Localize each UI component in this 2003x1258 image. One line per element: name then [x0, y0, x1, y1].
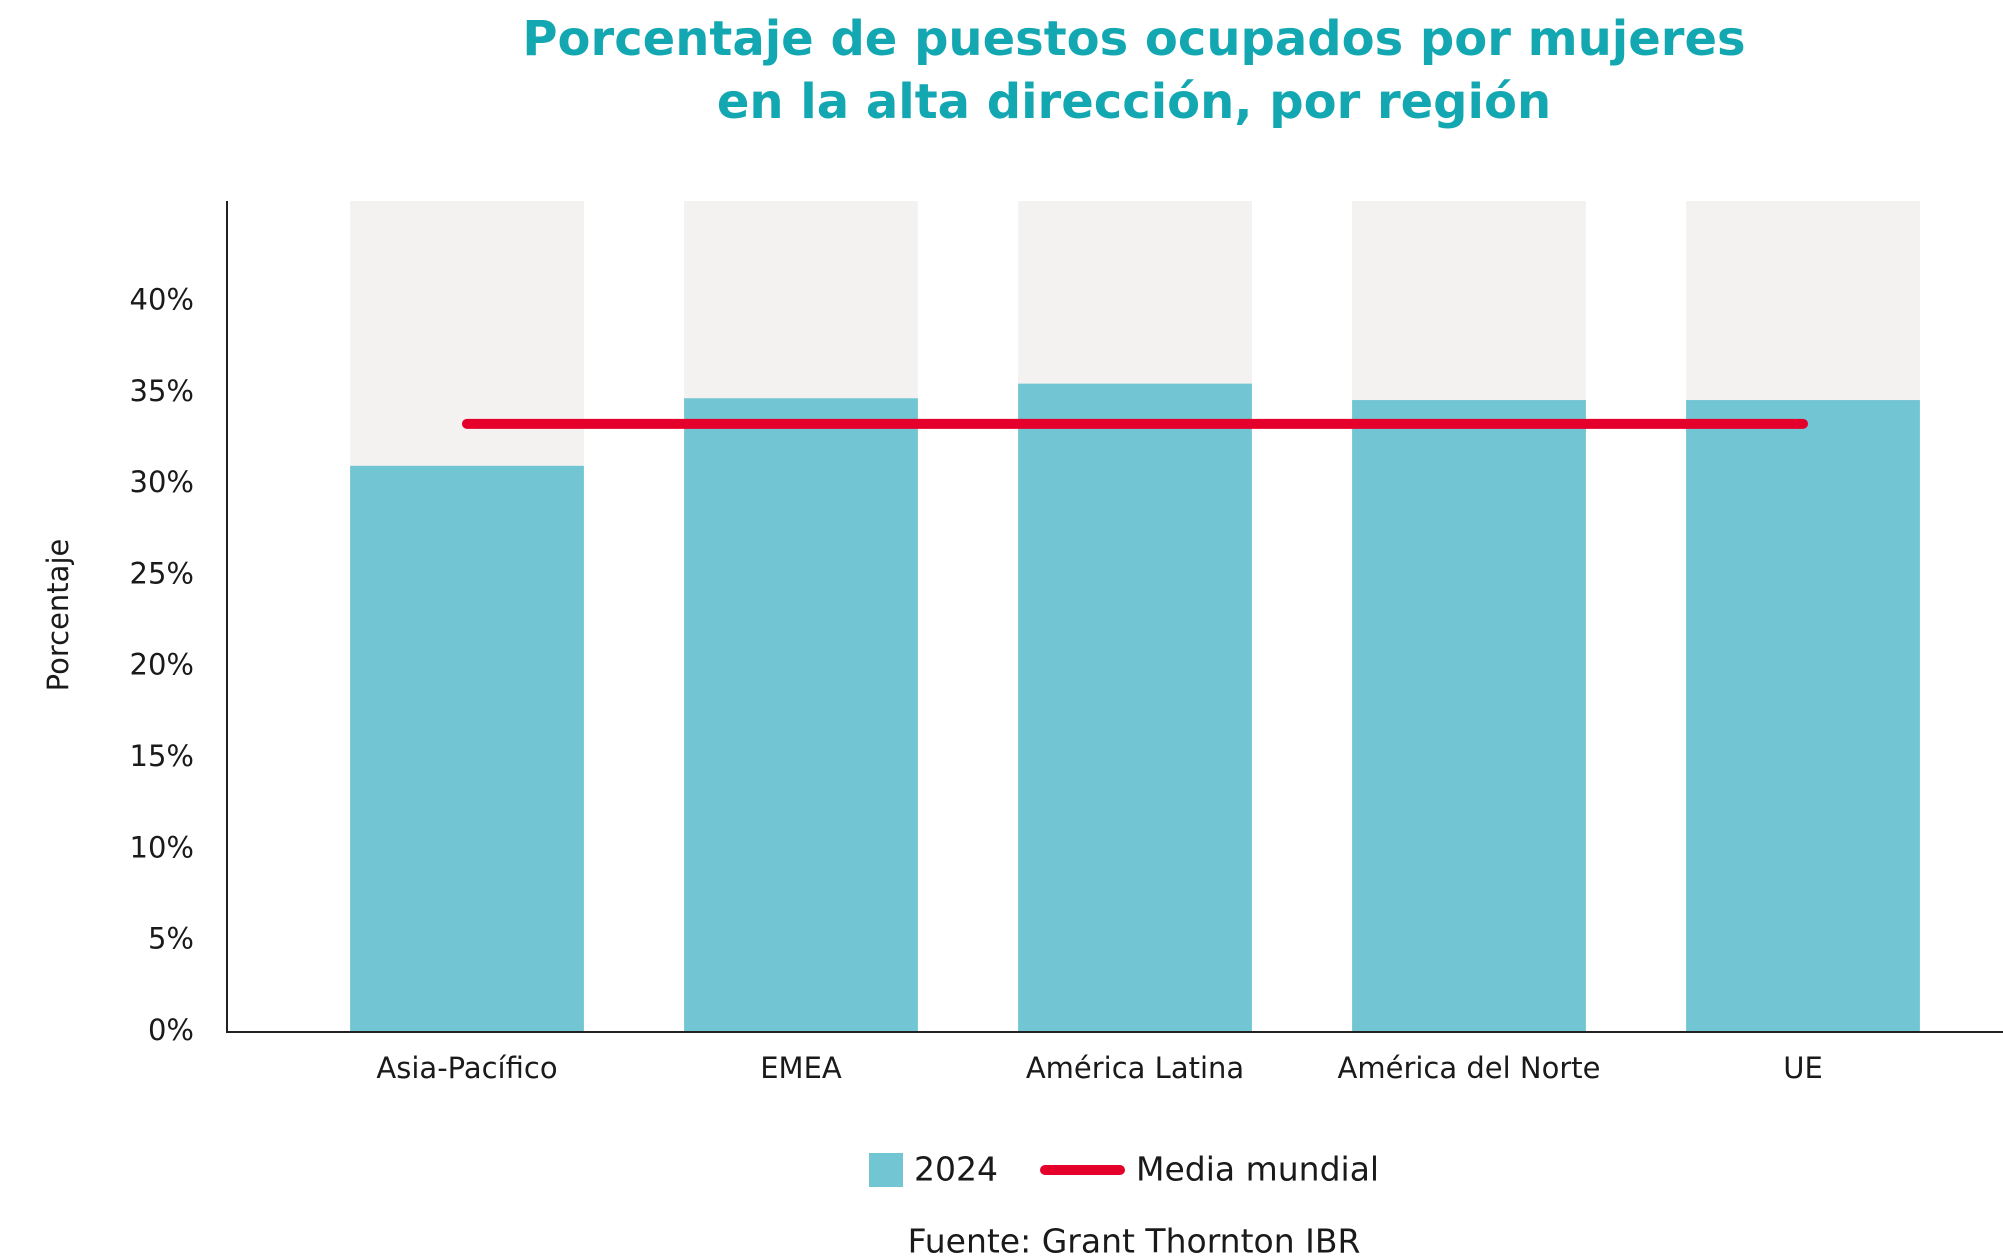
x-tick-label: UE	[1783, 1051, 1823, 1085]
chart-title: en la alta dirección, por región	[717, 74, 1551, 130]
chart-title: Porcentaje de puestos ocupados por mujer…	[522, 11, 1745, 67]
x-tick-label: Asia-Pacífico	[376, 1051, 557, 1085]
y-tick-label: 0%	[148, 1013, 194, 1047]
x-tick-label: América del Norte	[1338, 1051, 1601, 1085]
x-tick-label: América Latina	[1026, 1051, 1244, 1085]
bar	[1018, 383, 1252, 1033]
y-tick-label: 20%	[130, 648, 194, 682]
bar	[350, 465, 584, 1032]
bar	[684, 398, 918, 1032]
legend-swatch	[869, 1153, 903, 1187]
y-tick-label: 10%	[130, 830, 194, 864]
y-tick-label: 5%	[148, 922, 194, 956]
legend-label: 2024	[914, 1150, 998, 1189]
source: Fuente: Grant Thornton IBR	[908, 1222, 1361, 1258]
y-tick-label: 30%	[130, 465, 194, 499]
y-axis-label: Porcentaje	[41, 539, 75, 692]
x-tick-label: EMEA	[760, 1051, 842, 1085]
y-tick-label: 35%	[130, 374, 194, 408]
y-tick-label: 15%	[130, 739, 194, 773]
bar	[1686, 400, 1920, 1033]
legend-label: Media mundial	[1136, 1150, 1379, 1189]
bar	[1352, 400, 1586, 1033]
y-tick-label: 25%	[130, 556, 194, 590]
y-tick-label: 40%	[130, 282, 194, 316]
